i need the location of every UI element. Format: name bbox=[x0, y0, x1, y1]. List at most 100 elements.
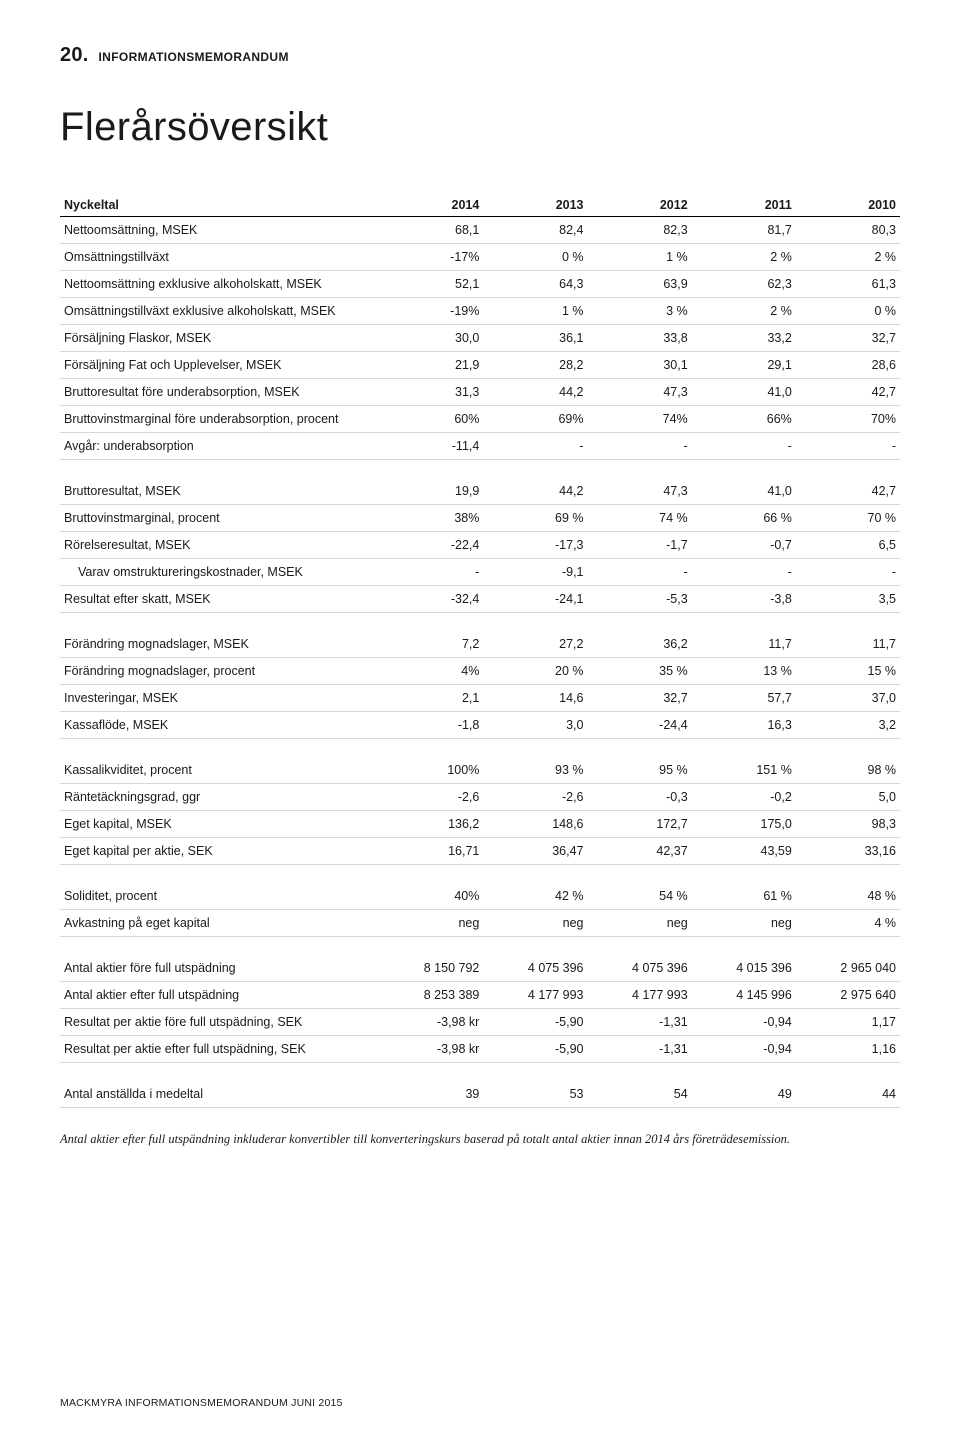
cell-value: 62,3 bbox=[692, 271, 796, 298]
table-row: Avkastning på eget kapitalnegnegnegneg4 … bbox=[60, 910, 900, 937]
cell-value: 37,0 bbox=[796, 685, 900, 712]
cell-value: -0,2 bbox=[692, 784, 796, 811]
cell-value: 100% bbox=[379, 757, 483, 784]
cell-value: 35 % bbox=[588, 658, 692, 685]
cell-value: -1,8 bbox=[379, 712, 483, 739]
row-label: Resultat per aktie före full utspädning,… bbox=[60, 1009, 379, 1036]
cell-value: - bbox=[483, 433, 587, 460]
page-header: 20. INFORMATIONSMEMORANDUM bbox=[60, 44, 900, 67]
table-row: Resultat per aktie efter full utspädning… bbox=[60, 1036, 900, 1063]
cell-value: 70 % bbox=[796, 505, 900, 532]
spacer-row bbox=[60, 739, 900, 758]
cell-value: 3,2 bbox=[796, 712, 900, 739]
cell-value: 52,1 bbox=[379, 271, 483, 298]
cell-value: 16,3 bbox=[692, 712, 796, 739]
cell-value: -3,98 kr bbox=[379, 1036, 483, 1063]
cell-value: 1 % bbox=[483, 298, 587, 325]
table-header: Nyckeltal20142013201220112010 bbox=[60, 192, 900, 217]
cell-value: neg bbox=[483, 910, 587, 937]
row-label: Kassalikviditet, procent bbox=[60, 757, 379, 784]
cell-value: -1,31 bbox=[588, 1036, 692, 1063]
cell-value: 2 965 040 bbox=[796, 955, 900, 982]
cell-value: - bbox=[692, 433, 796, 460]
cell-value: 74% bbox=[588, 406, 692, 433]
cell-value: 47,3 bbox=[588, 379, 692, 406]
table-row: Försäljning Flaskor, MSEK30,036,133,833,… bbox=[60, 325, 900, 352]
cell-value: 41,0 bbox=[692, 478, 796, 505]
cell-value: -2,6 bbox=[379, 784, 483, 811]
cell-value: -24,1 bbox=[483, 586, 587, 613]
spacer-row bbox=[60, 865, 900, 884]
cell-value: 15 % bbox=[796, 658, 900, 685]
cell-value: neg bbox=[588, 910, 692, 937]
cell-value: 61 % bbox=[692, 883, 796, 910]
cell-value: -24,4 bbox=[588, 712, 692, 739]
cell-value: 42 % bbox=[483, 883, 587, 910]
cell-value: 4 075 396 bbox=[483, 955, 587, 982]
col-header-year: 2011 bbox=[692, 192, 796, 217]
table-row: Eget kapital per aktie, SEK16,7136,4742,… bbox=[60, 838, 900, 865]
cell-value: 4 % bbox=[796, 910, 900, 937]
cell-value: 31,3 bbox=[379, 379, 483, 406]
cell-value: 2 % bbox=[692, 244, 796, 271]
cell-value: 98,3 bbox=[796, 811, 900, 838]
footnote: Antal aktier efter full utspändning inkl… bbox=[60, 1130, 900, 1149]
cell-value: 33,8 bbox=[588, 325, 692, 352]
table-row: Förändring mognadslager, MSEK7,227,236,2… bbox=[60, 631, 900, 658]
cell-value: 148,6 bbox=[483, 811, 587, 838]
cell-value: 66% bbox=[692, 406, 796, 433]
cell-value: - bbox=[379, 559, 483, 586]
row-label: Resultat efter skatt, MSEK bbox=[60, 586, 379, 613]
table-row: Kassalikviditet, procent100%93 %95 %151 … bbox=[60, 757, 900, 784]
cell-value: 60% bbox=[379, 406, 483, 433]
cell-value: 36,2 bbox=[588, 631, 692, 658]
cell-value: 172,7 bbox=[588, 811, 692, 838]
table-row: Förändring mognadslager, procent4%20 %35… bbox=[60, 658, 900, 685]
cell-value: -0,3 bbox=[588, 784, 692, 811]
cell-value: 33,2 bbox=[692, 325, 796, 352]
cell-value: -2,6 bbox=[483, 784, 587, 811]
cell-value: neg bbox=[692, 910, 796, 937]
cell-value: 21,9 bbox=[379, 352, 483, 379]
cell-value: 2,1 bbox=[379, 685, 483, 712]
cell-value: 3,5 bbox=[796, 586, 900, 613]
cell-value: 13 % bbox=[692, 658, 796, 685]
row-label: Nettoomsättning, MSEK bbox=[60, 217, 379, 244]
col-header-year: 2014 bbox=[379, 192, 483, 217]
row-label: Bruttoresultat, MSEK bbox=[60, 478, 379, 505]
cell-value: 2 % bbox=[692, 298, 796, 325]
cell-value: -3,8 bbox=[692, 586, 796, 613]
spacer-row bbox=[60, 460, 900, 479]
cell-value: 11,7 bbox=[692, 631, 796, 658]
cell-value: 8 253 389 bbox=[379, 982, 483, 1009]
row-label: Kassaflöde, MSEK bbox=[60, 712, 379, 739]
cell-value: -9,1 bbox=[483, 559, 587, 586]
cell-value: 19,9 bbox=[379, 478, 483, 505]
cell-value: 93 % bbox=[483, 757, 587, 784]
cell-value: - bbox=[796, 559, 900, 586]
cell-value: -1,31 bbox=[588, 1009, 692, 1036]
row-label: Antal anställda i medeltal bbox=[60, 1081, 379, 1108]
cell-value: 80,3 bbox=[796, 217, 900, 244]
financials-table: Nyckeltal20142013201220112010 Nettoomsät… bbox=[60, 192, 900, 1108]
cell-value: 95 % bbox=[588, 757, 692, 784]
row-label: Avgår: underabsorption bbox=[60, 433, 379, 460]
cell-value: -5,90 bbox=[483, 1009, 587, 1036]
cell-value: 4 177 993 bbox=[483, 982, 587, 1009]
table-row: Varav omstruktureringskostnader, MSEK--9… bbox=[60, 559, 900, 586]
row-label: Eget kapital per aktie, SEK bbox=[60, 838, 379, 865]
cell-value: -1,7 bbox=[588, 532, 692, 559]
cell-value: 47,3 bbox=[588, 478, 692, 505]
cell-value: 64,3 bbox=[483, 271, 587, 298]
spacer-row bbox=[60, 937, 900, 956]
row-label: Antal aktier efter full utspädning bbox=[60, 982, 379, 1009]
table-row: Omsättningstillväxt exklusive alkoholska… bbox=[60, 298, 900, 325]
cell-value: 28,6 bbox=[796, 352, 900, 379]
cell-value: 53 bbox=[483, 1081, 587, 1108]
cell-value: 7,2 bbox=[379, 631, 483, 658]
cell-value: -0,94 bbox=[692, 1009, 796, 1036]
cell-value: 1,17 bbox=[796, 1009, 900, 1036]
cell-value: 16,71 bbox=[379, 838, 483, 865]
cell-value: 175,0 bbox=[692, 811, 796, 838]
cell-value: 0 % bbox=[796, 298, 900, 325]
